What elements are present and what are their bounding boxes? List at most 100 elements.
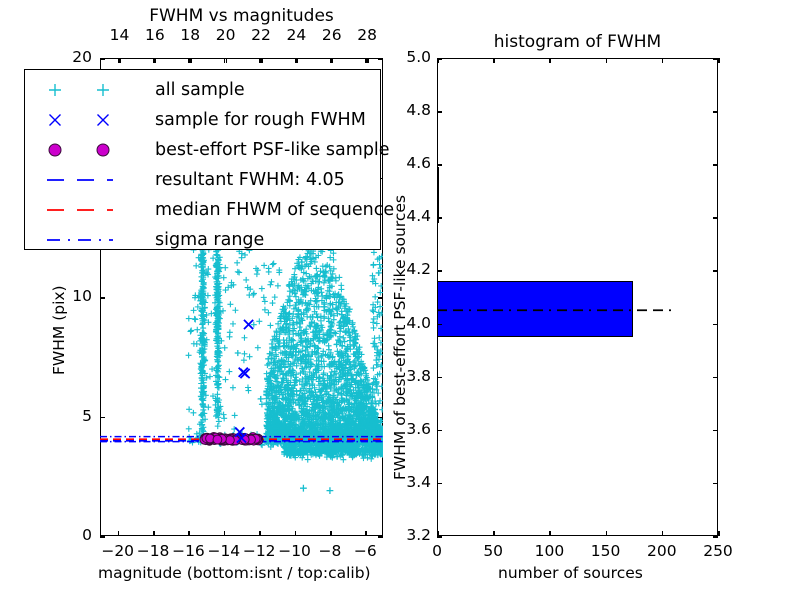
scatter-xtick <box>329 531 332 536</box>
histogram-bars-layer <box>437 58 718 536</box>
scatter-xtick-top-mirror <box>365 58 367 63</box>
histogram-ytick <box>437 217 442 219</box>
scatter-x-tick-label: −14 <box>207 542 241 560</box>
scatter-ytick-mirror <box>378 416 383 419</box>
histogram-ytick-mirror <box>713 482 718 485</box>
scatter-xtick <box>188 531 191 536</box>
histogram-panel: histogram of FWHM 3.2 3.4 3.6 3.8 4.0 4.2 4.4 4… <box>391 0 800 600</box>
scatter-top-tick <box>367 58 369 63</box>
legend: all sample sample for rough FWHM best-effo… <box>24 69 394 250</box>
histogram-ytick-mirror <box>713 164 718 166</box>
histogram-xlabel: number of sources <box>498 564 643 582</box>
histogram-ytick <box>437 323 442 326</box>
histogram-xtick-mirror <box>437 58 439 63</box>
scatter-top-tick-label: 14 <box>109 26 130 44</box>
histogram-xtick-mirror <box>661 58 664 63</box>
scatter-ytick-mirror <box>378 536 383 538</box>
scatter-y-tick-label: 0 <box>82 526 92 544</box>
scatter-xtick-top-mirror <box>223 58 226 63</box>
histogram-xtick-mirror <box>605 58 608 63</box>
scatter-top-tick-label: 16 <box>144 26 165 44</box>
scatter-ytick-mirror <box>378 58 383 60</box>
histogram-y-tick-label: 4.8 <box>406 101 431 120</box>
histogram-bar <box>437 281 633 337</box>
histogram-y-tick-label: 3.6 <box>406 419 431 438</box>
histogram-y-tick-label: 3.4 <box>406 472 431 491</box>
scatter-x-tick-label: −8 <box>318 542 342 560</box>
histogram-y-tick-label: 5.0 <box>406 48 431 66</box>
histogram-xtick <box>605 531 608 536</box>
legend-entry: median FHWM of sequence <box>33 195 394 225</box>
legend-marker-plus-icon <box>33 75 155 105</box>
legend-entry-label: best-effort PSF-like sample <box>155 140 390 160</box>
histogram-line-layer <box>437 309 674 312</box>
histogram-ytick-mirror <box>713 323 718 326</box>
legend-entry: sample for rough FWHM <box>33 105 380 135</box>
histogram-ylabel: FWHM of best-effort PSF-like sources <box>391 194 409 480</box>
histogram-x-tick-label: 200 <box>647 542 677 560</box>
scatter-ytick-mirror <box>378 297 383 299</box>
scatter-ytick <box>100 536 105 538</box>
scatter-xtick-top-mirror <box>259 58 261 63</box>
legend-marker-cross-icon <box>33 105 155 135</box>
scatter-top-tick <box>296 58 298 63</box>
scatter-top-tick <box>331 58 334 63</box>
histogram-ytick <box>437 536 442 538</box>
scatter-top-tick-label: 26 <box>321 26 342 44</box>
histogram-x-tick-label: 0 <box>432 542 442 560</box>
scatter-xtick-top-mirror <box>329 58 332 63</box>
histogram-ytick-mirror <box>713 376 718 379</box>
scatter-x-tick-label: −6 <box>353 542 377 560</box>
histogram-y-tick-label: 4.6 <box>406 154 431 173</box>
histogram-xtick-mirror <box>549 58 551 63</box>
histogram-ytick <box>437 429 442 432</box>
scatter-top-tick <box>260 58 263 63</box>
legend-entry-label: sigma range <box>155 230 265 250</box>
legend-marker-dashdot-line-icon <box>33 225 155 255</box>
histogram-ytick <box>437 482 442 485</box>
histogram-x-tick-label: 250 <box>703 542 733 560</box>
histogram-ytick-mirror <box>713 217 718 219</box>
scatter-xtick-top-mirror <box>117 58 120 63</box>
scatter-y-tick-label: 5 <box>82 406 92 425</box>
scatter-xtick <box>223 531 226 536</box>
scatter-ytick <box>100 58 105 60</box>
scatter-top-tick <box>190 58 192 63</box>
scatter-ytick <box>100 297 105 299</box>
scatter-top-tick-label: 28 <box>357 26 377 44</box>
scatter-top-tick <box>154 58 157 63</box>
histogram-x-tick-label: 100 <box>534 542 565 560</box>
histogram-x-tick-label: 50 <box>483 542 504 560</box>
histogram-ytick-mirror <box>713 58 718 60</box>
scatter-xtick-top-mirror <box>153 58 155 63</box>
legend-entry-label: resultant FWHM: 4.05 <box>155 170 345 190</box>
legend-entry-label: sample for rough FWHM <box>155 110 366 130</box>
scatter-top-tick-label: 22 <box>251 26 271 44</box>
scatter-top-tick-label: 20 <box>215 26 236 44</box>
histogram-y-tick-label: 4.0 <box>406 313 431 332</box>
histogram-y-tick-label: 4.2 <box>406 260 431 279</box>
scatter-xtick-top-mirror <box>294 58 297 63</box>
scatter-xtick <box>365 531 367 536</box>
scatter-top-tick <box>119 58 122 63</box>
legend-entry-label: median FHWM of sequence <box>155 200 395 220</box>
scatter-ylabel: FWHM (pix) <box>50 285 68 375</box>
legend-marker-dashed-line-icon <box>33 195 155 225</box>
scatter-top-tick-label: 18 <box>180 26 201 44</box>
legend-entry: all sample <box>33 75 380 105</box>
histogram-panel-title: histogram of FWHM <box>493 32 662 52</box>
scatter-xlabel: magnitude (bottom:isnt / top:calib) <box>98 564 371 582</box>
scatter-x-tick-label: −12 <box>242 542 276 560</box>
scatter-xtick <box>153 531 155 536</box>
legend-entry: best-effort PSF-like sample <box>33 135 390 165</box>
scatter-x-tick-label: −18 <box>136 542 170 560</box>
histogram-ytick <box>437 58 442 60</box>
scatter-x-tick-label: −20 <box>101 542 135 560</box>
legend-entry-label: all sample <box>155 80 245 100</box>
legend-entry: sigma range <box>33 225 380 255</box>
legend-entry: resultant FWHM: 4.05 <box>33 165 380 195</box>
scatter-x-tick-label: −16 <box>172 542 205 560</box>
scatter-x-tick-label: −10 <box>278 542 311 560</box>
histogram-y-tick-label: 4.4 <box>406 207 431 226</box>
